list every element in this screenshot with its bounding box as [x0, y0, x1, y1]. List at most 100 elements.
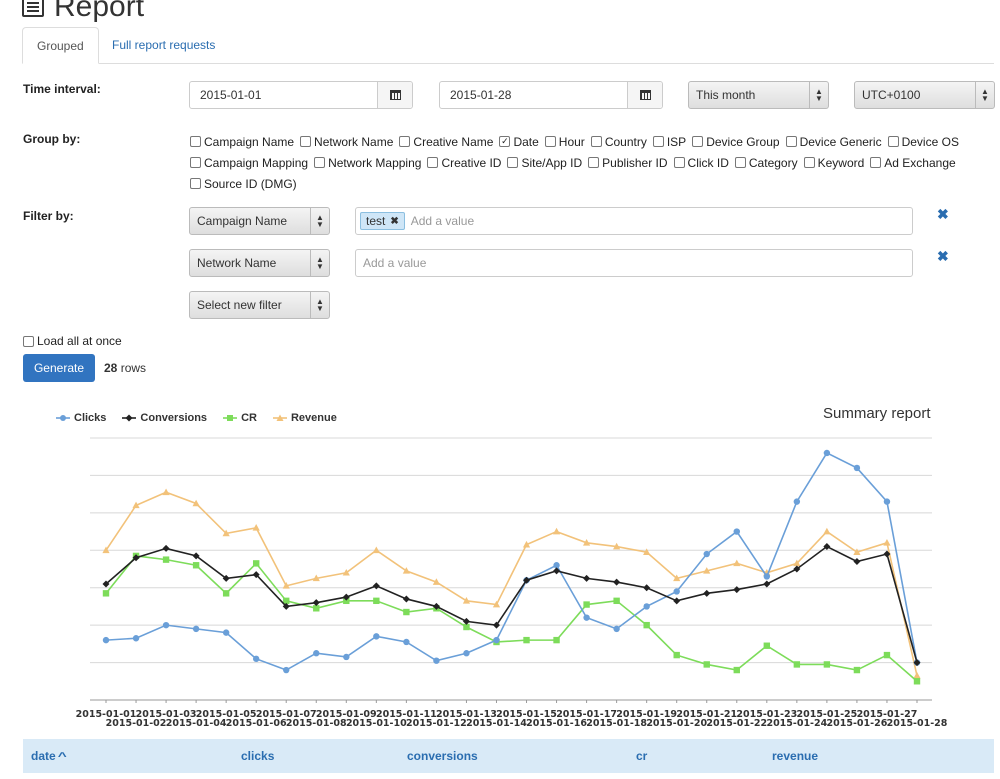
group-by-option[interactable]: Ad Exchange: [870, 156, 956, 170]
filter-values-input-network[interactable]: Add a value: [355, 249, 913, 277]
group-by-option[interactable]: Keyword: [803, 156, 864, 170]
data-point-conversions: [492, 621, 500, 629]
filter-field-select-campaign[interactable]: Campaign Name ▲ ▼: [189, 207, 330, 235]
list-icon: [22, 0, 44, 17]
select-arrows-icon: ▲ ▼: [310, 208, 329, 234]
load-all-checkbox[interactable]: Load all at once: [23, 334, 122, 348]
checkbox-box[interactable]: [300, 136, 312, 147]
period-select-value: This month: [696, 88, 756, 102]
group-by-option[interactable]: Device Group: [692, 135, 780, 149]
checkbox-box[interactable]: [692, 136, 704, 147]
checkbox-box[interactable]: [399, 136, 411, 147]
tab-grouped[interactable]: Grouped: [22, 27, 99, 64]
filter-by-label: Filter by:: [23, 209, 74, 223]
checkbox-box[interactable]: [314, 157, 326, 168]
data-point-conversions: [913, 659, 921, 667]
legend-item-clicks[interactable]: Clicks: [56, 412, 106, 424]
remove-tag-icon[interactable]: ✖: [390, 215, 399, 227]
period-select[interactable]: This month ▲ ▼: [688, 81, 829, 109]
x-tick-label: 2015-01-05: [196, 709, 257, 720]
legend-item-revenue[interactable]: Revenue: [272, 412, 337, 424]
checkbox-box[interactable]: [544, 136, 556, 147]
remove-filter-icon[interactable]: ✖: [937, 206, 949, 222]
generate-button[interactable]: Generate: [23, 354, 95, 382]
tab-bar: Grouped Full report requests: [22, 27, 994, 64]
x-tick-label: 2015-01-09: [316, 709, 377, 720]
checkbox-box[interactable]: [734, 157, 746, 168]
group-by-option[interactable]: ISP: [652, 135, 686, 149]
checkbox-box[interactable]: [673, 157, 685, 168]
x-tick-label: 2015-01-27: [857, 709, 918, 720]
checkbox-box[interactable]: [870, 157, 882, 168]
legend-item-conversions[interactable]: Conversions: [122, 412, 207, 424]
group-by-option[interactable]: Hour: [544, 135, 585, 149]
column-header-clicks[interactable]: clicks: [241, 749, 275, 763]
data-point-clicks: [313, 650, 320, 657]
checkbox-box[interactable]: [190, 157, 201, 168]
checkbox-box[interactable]: [803, 157, 815, 168]
checkbox-checked[interactable]: ✓: [499, 136, 511, 147]
column-header-conversions[interactable]: conversions: [407, 749, 478, 763]
series-line-revenue: [105, 491, 918, 676]
calendar-icon: [639, 90, 651, 100]
group-by-option-label: Date: [513, 134, 539, 149]
filter-field-select-network[interactable]: Network Name ▲ ▼: [189, 249, 330, 277]
checkbox-box[interactable]: [590, 136, 602, 147]
data-point-revenue: [613, 542, 621, 550]
group-by-option[interactable]: Device OS: [887, 135, 959, 149]
group-by-option[interactable]: Campaign Name: [190, 135, 294, 149]
data-point-cr: [703, 661, 710, 668]
checkbox-box[interactable]: [190, 178, 201, 189]
data-point-cr: [853, 666, 861, 674]
group-by-option[interactable]: Device Generic: [785, 135, 882, 149]
group-by-option[interactable]: Network Mapping: [314, 156, 421, 170]
column-header-date[interactable]: date ^: [31, 739, 67, 773]
data-point-cr: [222, 590, 230, 597]
start-date-input[interactable]: 2015-01-01: [189, 81, 413, 109]
end-date-input[interactable]: 2015-01-28: [439, 81, 663, 109]
group-by-option[interactable]: Campaign Mapping: [190, 156, 308, 170]
checkbox-box[interactable]: [190, 136, 201, 147]
start-calendar-button[interactable]: [377, 82, 412, 108]
data-point-revenue: [823, 527, 831, 535]
column-header-revenue[interactable]: revenue: [772, 749, 819, 763]
tab-full-report-requests[interactable]: Full report requests: [112, 38, 216, 52]
checkbox-box[interactable]: [785, 136, 797, 147]
data-point-cr: [162, 556, 170, 563]
select-arrows-icon: ▲ ▼: [310, 292, 329, 318]
legend-item-cr[interactable]: CR: [223, 412, 257, 424]
group-by-option[interactable]: ✓ Date: [499, 134, 539, 149]
group-by-option[interactable]: Network Name: [300, 135, 393, 149]
group-by-option[interactable]: Creative ID: [427, 156, 501, 170]
x-tick-label: 2015-01-20: [646, 718, 707, 729]
remove-filter-icon[interactable]: ✖: [937, 248, 949, 264]
group-by-option-label: Creative Name: [413, 134, 494, 149]
group-by-option[interactable]: Publisher ID: [588, 156, 668, 170]
column-header-cr[interactable]: cr: [636, 749, 648, 763]
checkbox-box[interactable]: [23, 335, 34, 347]
group-by-option[interactable]: Category: [734, 156, 798, 170]
timezone-select[interactable]: UTC+0100 ▲ ▼: [854, 81, 995, 109]
group-by-option[interactable]: Country: [590, 135, 647, 149]
new-filter-select[interactable]: Select new filter ▲ ▼: [189, 291, 330, 319]
filter-values-input-campaign[interactable]: test ✖ Add a value: [355, 207, 913, 235]
data-point-cr: [793, 661, 801, 668]
checkbox-box[interactable]: [652, 136, 664, 147]
x-tick-label: 2015-01-16: [526, 718, 587, 729]
data-point-conversions: [703, 589, 711, 597]
data-point-conversions: [432, 602, 440, 610]
rows-count-number: 28: [104, 361, 118, 375]
data-point-clicks: [793, 498, 801, 505]
group-by-option[interactable]: Click ID: [673, 156, 729, 170]
group-by-option[interactable]: Source ID (DMG): [190, 177, 297, 191]
checkbox-box[interactable]: [887, 136, 899, 147]
checkbox-box[interactable]: [507, 157, 519, 168]
checkbox-box[interactable]: [427, 157, 439, 168]
x-tick-label: 2015-01-19: [616, 709, 677, 720]
end-calendar-button[interactable]: [627, 82, 662, 108]
group-by-option[interactable]: Creative Name: [399, 135, 493, 149]
calendar-icon: [389, 90, 401, 100]
group-by-option[interactable]: Site/App ID: [507, 156, 582, 170]
checkbox-box[interactable]: [588, 157, 600, 168]
group-by-option-label: Campaign Name: [204, 134, 295, 149]
